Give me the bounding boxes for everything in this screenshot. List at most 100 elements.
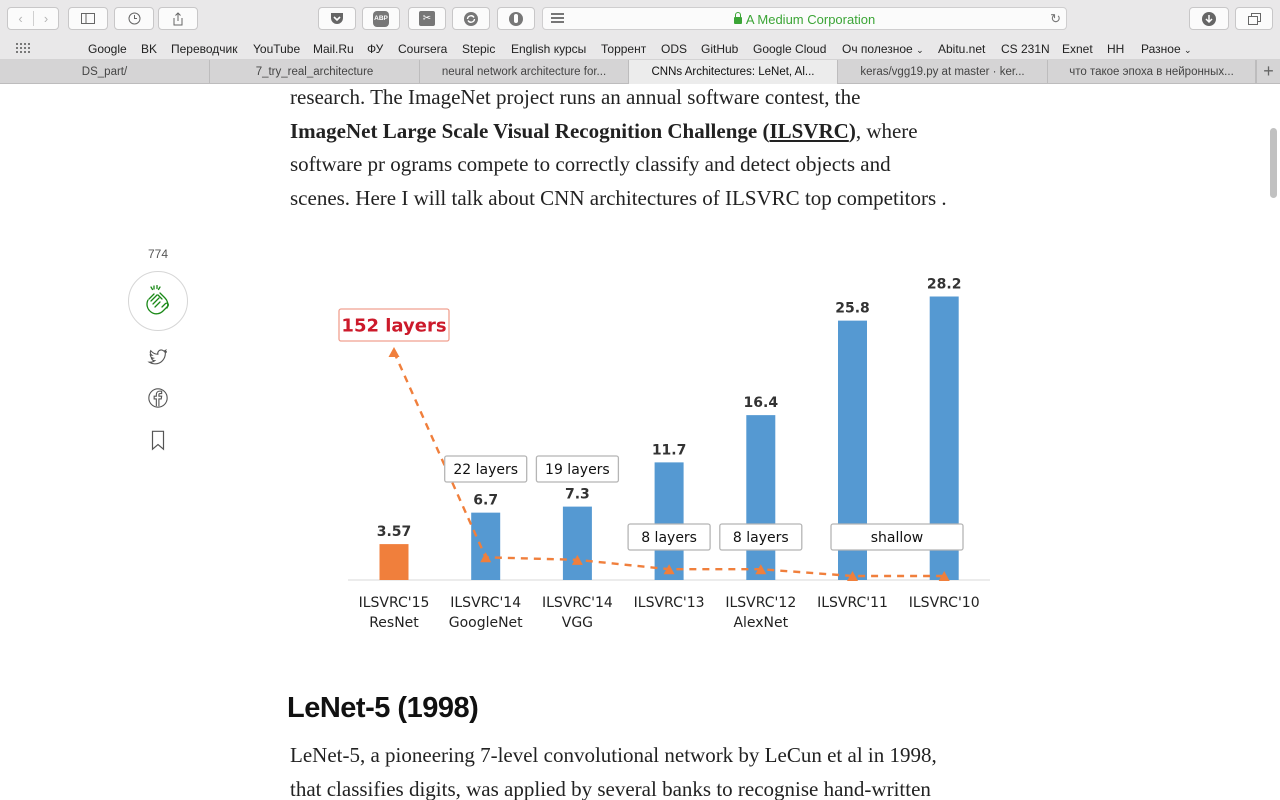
- bar: [654, 462, 684, 580]
- data-label: 7.3: [565, 487, 590, 503]
- bookmark-item[interactable]: Exnet: [1062, 42, 1093, 56]
- bookmark-icon[interactable]: [147, 429, 169, 451]
- sidebar-icon: [81, 13, 95, 24]
- annotation-box: [535, 455, 620, 483]
- ilsvrc-link[interactable]: ILSVRC: [769, 118, 849, 143]
- sidebar-toggle-button[interactable]: [68, 7, 108, 30]
- clock-icon: [128, 12, 140, 25]
- tick-label: ResNet: [369, 615, 419, 631]
- tick-label: GoogleNet: [449, 615, 523, 631]
- clap-count: 774: [147, 247, 169, 261]
- extension-button[interactable]: ✂: [408, 7, 446, 30]
- browser-tab-active[interactable]: CNNs Architectures: LeNet, Al...: [629, 60, 838, 84]
- bookmark-item[interactable]: ФУ: [367, 42, 384, 56]
- back-icon[interactable]: ‹: [18, 11, 23, 26]
- chevron-down-icon: ⌄: [1183, 45, 1192, 55]
- sync-extension-button[interactable]: [452, 7, 490, 30]
- depth-marker: [571, 554, 583, 565]
- tick-label: VGG: [562, 615, 593, 631]
- address-bar[interactable]: A Medium Corporation ↻: [542, 7, 1067, 30]
- ghostery-button[interactable]: [497, 7, 535, 30]
- tabs-icon: [1247, 12, 1261, 25]
- reader-icon[interactable]: [551, 13, 564, 25]
- bookmark-item[interactable]: Coursera: [398, 42, 448, 56]
- bookmark-folder[interactable]: Оч полезное ⌄: [842, 42, 924, 56]
- annotation-box: [627, 523, 711, 551]
- bookmark-item[interactable]: Переводчик: [171, 42, 238, 56]
- tick-label: ILSVRC'11: [817, 595, 888, 611]
- bar: [562, 506, 592, 580]
- bookmark-item[interactable]: GitHub: [701, 42, 739, 56]
- tick-label: ILSVRC'14: [450, 595, 521, 611]
- bookmark-item[interactable]: Google: [88, 42, 127, 56]
- browser-tab[interactable]: keras/vgg19.py at master · ker...: [838, 60, 1048, 84]
- clap-button[interactable]: [128, 271, 188, 331]
- forward-icon[interactable]: ›: [32, 11, 58, 26]
- clap-icon: [146, 285, 169, 315]
- article-paragraph: LeNet-5, a pioneering 7-level convolutio…: [290, 743, 937, 800]
- depth-marker: [938, 571, 950, 581]
- browser-toolbar: ‹ › ABP ✂ A Medium Corporation ↻: [0, 0, 1280, 38]
- annotation-label: 8 layers: [641, 530, 697, 546]
- bookmark-item[interactable]: BK: [141, 42, 158, 56]
- data-label: 6.7: [473, 493, 498, 509]
- depth-marker: [755, 564, 767, 575]
- adblock-icon: ABP: [373, 10, 389, 27]
- browser-tab[interactable]: 7_try_real_architecture: [210, 60, 420, 84]
- depth-marker: [663, 564, 675, 575]
- browser-tab[interactable]: DS_part/: [0, 60, 210, 84]
- tick-label: ILSVRC'12: [725, 595, 796, 611]
- twitter-icon[interactable]: [147, 346, 169, 368]
- sync-icon: [464, 11, 478, 26]
- data-label: 28.2: [927, 277, 962, 293]
- article-paragraph: research. The ImageNet project runs an a…: [290, 85, 947, 210]
- back-forward-buttons[interactable]: ‹ ›: [7, 7, 59, 30]
- browser-tab[interactable]: что такое эпоха в нейронных...: [1048, 60, 1256, 84]
- annotation-label: 152 layers: [341, 315, 446, 336]
- bookmark-item[interactable]: Stepic: [462, 42, 496, 56]
- annotation-box: [719, 523, 803, 551]
- downloads-button[interactable]: [1189, 7, 1229, 30]
- share-icon: [173, 11, 183, 25]
- bar: [379, 544, 409, 580]
- ilsvrc-error-chart: 3.57 ILSVRC'15 ResNet 6.7 ILSVRC'14 GoogleNet…: [338, 277, 990, 631]
- facebook-icon[interactable]: [147, 387, 169, 409]
- depth-marker: [388, 347, 400, 357]
- share-button[interactable]: [158, 7, 198, 30]
- bookmark-item[interactable]: ODS: [661, 42, 688, 56]
- tick-label: AlexNet: [733, 615, 788, 631]
- scissors-icon: ✂: [419, 11, 435, 26]
- chevron-down-icon: ⌄: [916, 45, 924, 55]
- bookmark-item[interactable]: YouTube: [253, 42, 301, 56]
- reload-icon[interactable]: ↻: [1050, 11, 1061, 26]
- bookmark-folder[interactable]: Разное ⌄: [1141, 42, 1192, 56]
- bookmark-item[interactable]: English курсы: [511, 42, 587, 56]
- bookmark-item[interactable]: Торрент: [601, 42, 647, 56]
- bookmark-item[interactable]: Abitu.net: [938, 42, 986, 56]
- annotation-box: [444, 455, 528, 483]
- bookmark-item[interactable]: HH: [1107, 42, 1125, 56]
- bar: [471, 512, 501, 580]
- address-text: A Medium Corporation: [745, 12, 876, 27]
- bookmarks-bar: Google BK Переводчик YouTube Mail.Ru ФУ …: [0, 38, 1280, 60]
- tick-label: ILSVRC'14: [542, 595, 613, 611]
- tick-label: ILSVRC'15: [359, 595, 430, 611]
- apps-grid-icon[interactable]: [16, 43, 30, 54]
- adblock-button[interactable]: ABP: [362, 7, 400, 30]
- annotation-box: [338, 308, 450, 342]
- tab-overview-button[interactable]: [1235, 7, 1273, 30]
- history-button[interactable]: [114, 7, 154, 30]
- annotation-label: 8 layers: [733, 530, 789, 546]
- data-label: 16.4: [744, 395, 779, 411]
- depth-marker: [847, 571, 858, 581]
- annotation-label: 19 layers: [545, 462, 610, 478]
- download-icon: [1202, 11, 1216, 26]
- data-label: 25.8: [835, 301, 870, 317]
- bookmark-item[interactable]: Google Cloud: [753, 42, 827, 56]
- scrollbar[interactable]: [1270, 128, 1277, 198]
- new-tab-button[interactable]: +: [1256, 60, 1280, 84]
- pocket-button[interactable]: [318, 7, 356, 30]
- bookmark-item[interactable]: Mail.Ru: [313, 42, 354, 56]
- browser-tab[interactable]: neural network architecture for...: [420, 60, 629, 84]
- bookmark-item[interactable]: CS 231N: [1001, 42, 1050, 56]
